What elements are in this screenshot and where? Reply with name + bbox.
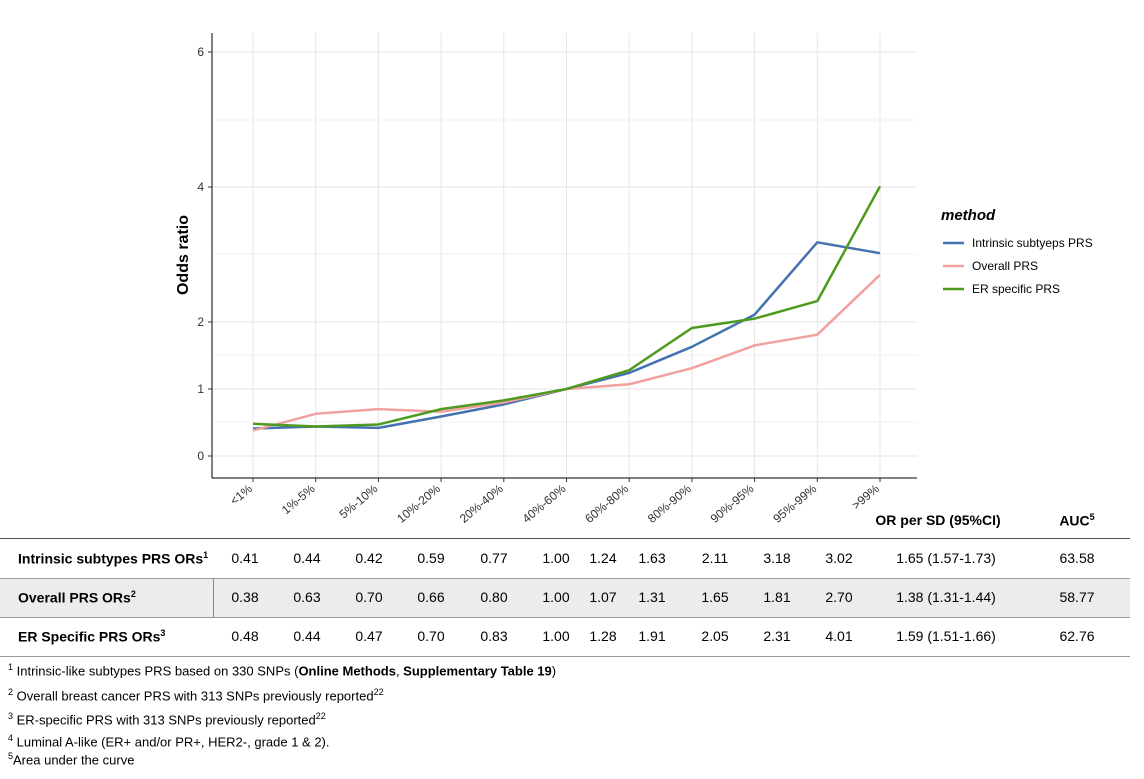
- x-tick-label: 10%-20%: [394, 481, 443, 525]
- legend-label: ER specific PRS: [972, 282, 1060, 296]
- y-tick-label: 6: [197, 45, 204, 59]
- x-tick-label: 40%-60%: [520, 481, 569, 525]
- legend-label: Overall PRS: [972, 259, 1038, 273]
- y-tick-label: 1: [197, 382, 204, 396]
- x-tick-label: 95%-99%: [770, 481, 819, 525]
- y-tick-label: 0: [197, 449, 204, 463]
- footnote-3: 3 ER-specific PRS with 313 SNPs previous…: [8, 711, 326, 728]
- footnote-5: 5Area under the curve: [8, 751, 135, 768]
- x-tick-label: <1%: [227, 481, 255, 508]
- x-tick-label: >99%: [849, 481, 882, 512]
- x-tick-label: 5%-10%: [337, 481, 381, 521]
- y-axis-title: Odds ratio: [175, 215, 192, 295]
- y-tick-label: 4: [197, 180, 204, 194]
- y-tick-label: 2: [197, 315, 204, 329]
- x-tick-label: 1%-5%: [279, 481, 318, 517]
- x-tick-label: 60%-80%: [582, 481, 631, 525]
- series-line: [252, 185, 882, 428]
- chart-grid: [212, 33, 917, 478]
- chart-labels: 0 1 2 4 6 <1% 1%-5% 5%-10% 10%-20% 20%-40% 40%-60%…: [175, 45, 882, 526]
- footnote-2: 2 Overall breast cancer PRS with 313 SNP…: [8, 687, 384, 704]
- legend-label: Intrinsic subtyeps PRS: [972, 236, 1093, 250]
- chart-series: [252, 185, 882, 432]
- chart-legend: method Intrinsic subtyeps PRS Overall PRS E…: [941, 207, 1093, 296]
- footnote-4: 4 Luminal A-like (ER+ and/or PR+, HER2-,…: [8, 733, 330, 750]
- footnote-1: 1 Intrinsic-like subtypes PRS based on 3…: [8, 662, 557, 679]
- x-tick-label: 20%-40%: [457, 481, 506, 525]
- legend-title: method: [941, 207, 996, 224]
- chart-axes: [208, 33, 917, 482]
- x-tick-label: 90%-95%: [708, 481, 757, 525]
- x-tick-label: 80%-90%: [645, 481, 694, 525]
